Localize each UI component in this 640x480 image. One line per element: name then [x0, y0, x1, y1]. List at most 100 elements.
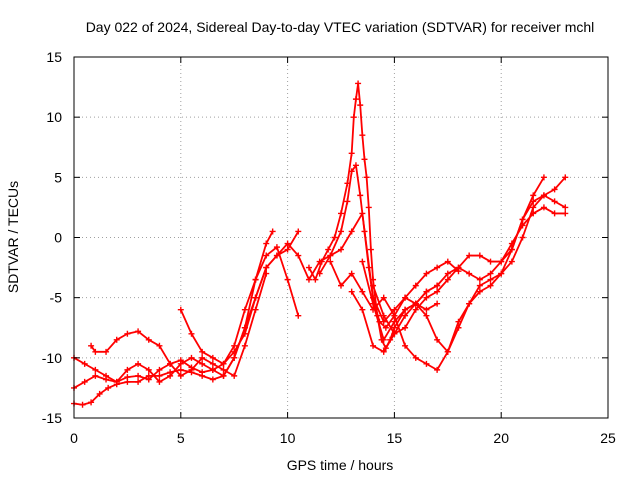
data-point — [487, 270, 494, 277]
data-point — [359, 288, 366, 295]
data-point — [209, 360, 216, 367]
data-point — [269, 228, 276, 235]
data-point — [295, 312, 302, 319]
x-axis-label: GPS time / hours — [287, 457, 394, 473]
data-point — [365, 264, 372, 271]
data-point — [145, 336, 152, 343]
data-point — [167, 360, 174, 367]
data-point — [466, 270, 473, 277]
data-point — [135, 378, 142, 385]
data-point — [199, 360, 206, 367]
data-point — [434, 288, 441, 295]
data-point — [135, 372, 142, 379]
data-point — [370, 342, 377, 349]
data-point — [348, 168, 355, 175]
data-point — [92, 348, 99, 355]
x-tick-label: 25 — [600, 430, 616, 446]
data-point — [338, 282, 344, 289]
data-point — [305, 276, 312, 283]
data-point — [88, 399, 95, 406]
y-axis-label: SDTVAR / TECUs — [5, 181, 21, 293]
data-point — [444, 270, 451, 277]
data-point — [455, 264, 462, 271]
data-point — [263, 264, 270, 271]
data-point — [135, 328, 142, 335]
data-point — [357, 192, 364, 199]
data-point — [209, 376, 216, 383]
data-point — [359, 258, 366, 265]
series-line — [361, 176, 566, 353]
data-point — [508, 240, 515, 247]
data-point — [434, 366, 441, 373]
series-track-7 — [316, 162, 462, 331]
data-point — [318, 258, 325, 265]
x-tick-label: 20 — [493, 430, 509, 446]
x-tick-label: 10 — [280, 430, 296, 446]
data-point — [113, 336, 120, 343]
data-point — [263, 252, 270, 259]
series-layer — [71, 80, 569, 408]
series-line — [372, 176, 545, 335]
y-tick-label: -15 — [42, 410, 62, 426]
series-track-11 — [348, 204, 569, 355]
data-point — [423, 306, 430, 313]
data-point — [92, 372, 99, 379]
x-tick-label: 0 — [70, 430, 78, 446]
data-point — [476, 252, 483, 259]
data-point — [252, 276, 259, 283]
data-point — [412, 282, 419, 289]
data-point — [355, 80, 362, 87]
data-point — [284, 246, 291, 253]
data-point — [96, 390, 103, 397]
data-point — [423, 294, 430, 301]
data-point — [284, 240, 291, 247]
data-point — [145, 366, 152, 373]
data-point — [367, 246, 374, 253]
data-point — [391, 312, 398, 319]
ticks: 0 5 10 15 20 25 -15 -10 -5 0 5 10 15 — [42, 49, 616, 446]
x-tick-label: 15 — [387, 430, 403, 446]
data-point — [562, 204, 569, 211]
series-line — [329, 194, 566, 371]
data-point — [231, 348, 238, 355]
data-point — [562, 210, 569, 217]
data-point — [220, 360, 227, 367]
y-tick-label: 15 — [46, 49, 62, 65]
data-point — [380, 348, 387, 355]
series-line — [73, 231, 300, 383]
data-point — [423, 360, 430, 367]
data-point — [487, 276, 494, 283]
data-point — [295, 228, 302, 235]
data-point — [466, 300, 473, 307]
series-track-9 — [359, 174, 569, 355]
data-point — [370, 282, 377, 289]
series-line — [179, 212, 438, 365]
data-point — [231, 354, 238, 361]
data-point — [562, 174, 569, 181]
data-point — [402, 342, 409, 349]
data-point — [81, 378, 88, 385]
y-tick-label: 5 — [54, 169, 62, 185]
data-point — [252, 294, 259, 301]
data-point — [316, 270, 323, 277]
data-point — [487, 258, 494, 265]
data-point — [466, 252, 473, 259]
data-point — [331, 234, 338, 241]
series-line — [73, 246, 300, 389]
data-point — [103, 372, 110, 379]
data-point — [92, 366, 99, 373]
data-point — [273, 244, 280, 251]
data-point — [359, 132, 366, 139]
grid — [74, 57, 608, 418]
data-point — [231, 342, 238, 349]
data-point — [348, 228, 355, 235]
data-point — [551, 198, 558, 205]
data-point — [350, 114, 357, 121]
data-point — [348, 288, 355, 295]
data-point — [530, 210, 537, 217]
data-point — [220, 372, 227, 379]
data-point — [167, 372, 174, 379]
data-point — [209, 354, 216, 361]
data-point — [199, 372, 206, 379]
